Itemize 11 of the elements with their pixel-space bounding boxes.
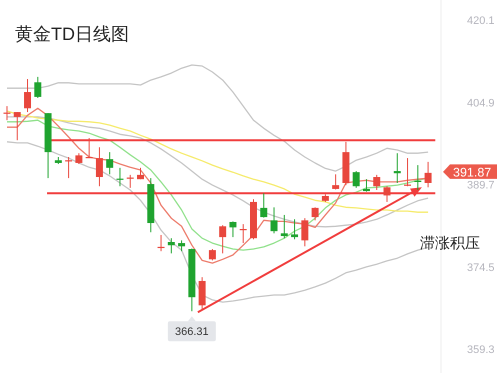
y-tick-label: 389.7 — [467, 180, 495, 192]
y-tick-label: 374.5 — [467, 262, 495, 274]
y-tick-label: 420.1 — [467, 15, 495, 28]
y-tick-label: 359.3 — [467, 344, 495, 356]
line-series — [6, 110, 429, 213]
annotation: 滞涨积压 — [420, 235, 480, 252]
annotation: 366.31 — [175, 326, 209, 338]
text: 391.87 — [453, 165, 492, 180]
text: 黄金TD日线图 — [15, 24, 129, 44]
line-series — [6, 64, 429, 172]
y-tick-label: 404.9 — [467, 97, 495, 110]
